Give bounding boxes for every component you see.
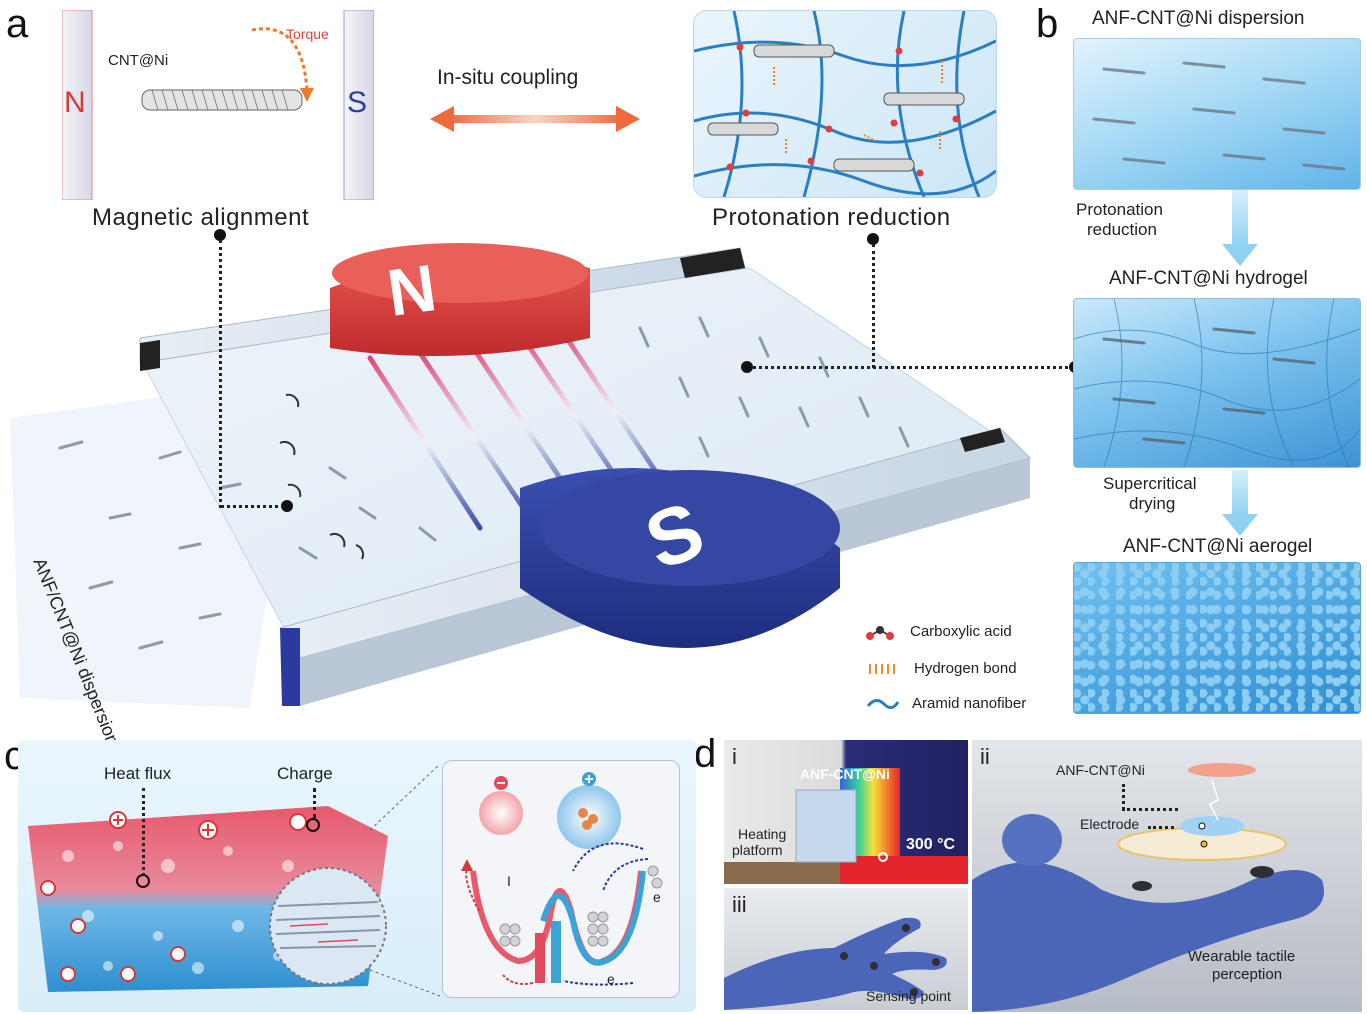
step1-arrow-head [1222, 244, 1258, 266]
device-anf-connector-v [1122, 784, 1125, 810]
protonation-network-inset [693, 10, 997, 198]
sub-ii-label: ii [980, 744, 990, 769]
step2-arrow-shaft [1232, 470, 1248, 516]
step2-arrow-head [1222, 514, 1258, 536]
step1-arrow-shaft [1232, 190, 1248, 246]
heating-platform-line2: platform [732, 842, 783, 858]
subpanel-d-ii: ii ANF-CNT@Ni Electrode Wearable tactile… [972, 740, 1362, 1012]
aramid-fiber-icon [866, 699, 900, 709]
panel-letter-b: b [1036, 2, 1059, 46]
charge-point [306, 818, 320, 832]
pole-s-label: S [347, 86, 368, 119]
temperature-label: 300 °C [906, 836, 956, 853]
panel-letter-a: a [6, 2, 29, 46]
magnet-field-illustration [61, 9, 375, 201]
device-anf-label: ANF-CNT@Ni [1056, 762, 1145, 778]
heat-flux-point [136, 874, 150, 888]
aerogel-block [1073, 562, 1361, 714]
zoom-connector-lines [369, 763, 441, 997]
connector-magnetic-vertical [219, 240, 222, 508]
legend-aramid-nanofiber: Aramid nanofiber [912, 695, 1027, 712]
pole-n-label: N [64, 86, 86, 119]
wearable-finger-illustration [972, 763, 1324, 1012]
protonation-reduction-label: Protonation reduction [712, 204, 951, 231]
charge-label: Charge [277, 764, 333, 783]
wearable-line2: perception [1212, 966, 1283, 983]
connector-dot-platform-right [741, 361, 753, 373]
alignment-platform-illustration [10, 243, 1032, 708]
step2-line2: drying [1129, 494, 1176, 513]
sub-iii-label: iii [732, 892, 747, 917]
legend: Carboxylic acid Hydrogen bond Aramid nan… [864, 620, 1054, 720]
panel-letter-d: d [694, 732, 717, 776]
step1-line1: Protonation [1076, 200, 1163, 219]
hydrogel-network-marks [1074, 299, 1360, 467]
thermal-image [724, 768, 968, 884]
fiber-network-illustration [694, 11, 996, 197]
aerogel-title: ANF-CNT@Ni aerogel [1123, 536, 1313, 557]
charge-connector [313, 788, 316, 818]
hydrogen-bond-icon [869, 664, 895, 674]
legend-hydrogen-bond: Hydrogen bond [914, 660, 1017, 677]
torque-label: Torque [286, 26, 329, 42]
connector-dot-platform-left [281, 500, 293, 512]
energy-well-inset: I e e [442, 760, 680, 998]
step2-line1: Supercritical [1103, 474, 1197, 493]
double-arrow-icon [430, 106, 640, 132]
electrode-label: Electrode [1080, 816, 1140, 832]
subpanel-d-iii: iii Sensing point [724, 888, 968, 1010]
magnetic-alignment-label: Magnetic alignment [92, 204, 310, 231]
dispersion-cnt-marks [1092, 61, 1346, 171]
connector-dot-protonation [867, 233, 879, 245]
dispersion-title: ANF-CNT@Ni dispersion [1092, 8, 1305, 29]
sub-i-label: i [732, 744, 737, 769]
step1-line2: reduction [1087, 220, 1157, 239]
connector-protonation-horizontal [748, 366, 1074, 369]
dispersion-block [1073, 38, 1361, 190]
heat-flux-connector [142, 788, 145, 876]
well-label-e2: e [607, 971, 615, 987]
device-anf-connector-h [1122, 808, 1178, 811]
wearable-line1: Wearable tactile [1188, 948, 1296, 965]
connector-magnetic-horizontal [220, 505, 286, 508]
rotation-markers [279, 393, 365, 560]
anf-sample-label: ANF-CNT@Ni [800, 766, 890, 782]
potential-well-diagram [461, 772, 663, 986]
connector-dot-magnetic [214, 229, 226, 241]
temperature-probe [878, 852, 888, 862]
heat-flux-label: Heat flux [104, 764, 172, 783]
well-label-i: I [507, 873, 511, 889]
well-label-e1: e [653, 889, 661, 905]
connector-protonation-vertical [872, 244, 875, 368]
subpanel-d-i: i ANF-CNT@Ni Heating platform 300 °C [724, 740, 968, 884]
electrode-connector [1148, 826, 1174, 829]
cnt-ni-label: CNT@Ni [108, 52, 169, 69]
heating-platform-line1: Heating [738, 826, 787, 842]
legend-carboxylic-acid: Carboxylic acid [910, 623, 1012, 640]
carboxylic-acid-icon [866, 626, 894, 640]
magnetic-alignment-inset: N S CNT@Ni Torque [61, 9, 375, 201]
in-situ-coupling-label: In-situ coupling [437, 66, 579, 89]
thermoelectric-material-block [28, 806, 388, 992]
sensing-point-label: Sensing point [866, 988, 951, 1004]
hydrogel-block [1073, 298, 1361, 468]
sensing-glove-illustration [724, 917, 947, 1010]
hydrogel-title: ANF-CNT@Ni hydrogel [1109, 268, 1308, 289]
